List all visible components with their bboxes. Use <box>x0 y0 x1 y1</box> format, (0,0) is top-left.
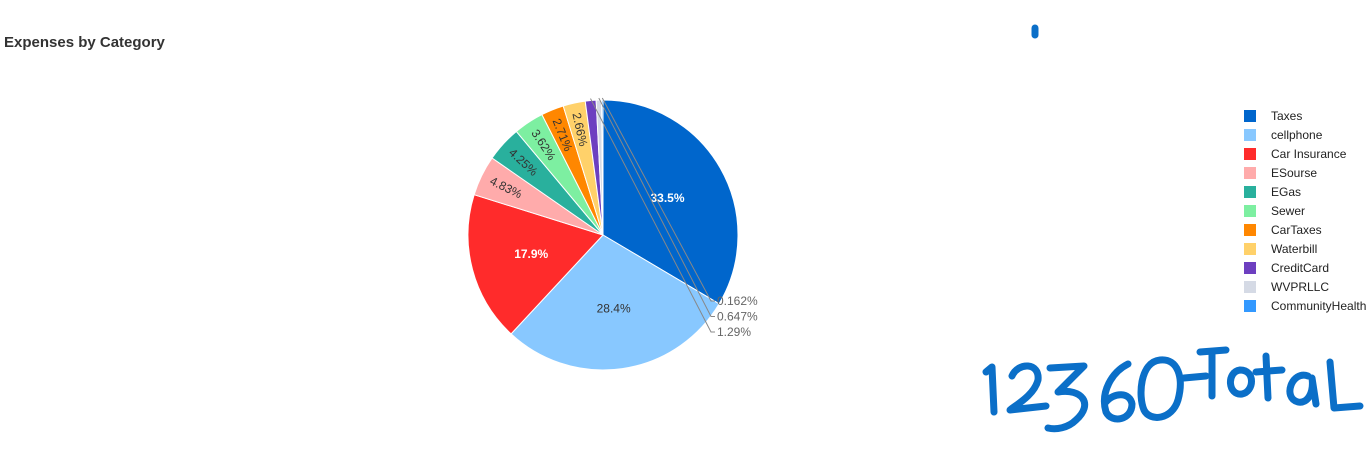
legend-item-cartaxes[interactable]: CarTaxes <box>1244 220 1366 239</box>
legend-item-creditcard[interactable]: CreditCard <box>1244 258 1366 277</box>
legend-label: WVPRLLC <box>1271 279 1330 294</box>
pie-slices <box>467 99 739 371</box>
legend-item-taxes[interactable]: Taxes <box>1244 106 1366 125</box>
leader-line-creditcard <box>590 98 715 333</box>
slice-label-communityhealth: 0.162% <box>717 294 758 308</box>
legend-item-waterbill[interactable]: Waterbill <box>1244 239 1366 258</box>
leader-line-wvprllc <box>598 97 715 317</box>
legend-label: Car Insurance <box>1271 146 1347 161</box>
slice-label-creditcard: 1.29% <box>717 325 751 339</box>
legend-label: cellphone <box>1271 127 1323 142</box>
legend-label: Sewer <box>1271 203 1306 218</box>
leader-line-communityhealth <box>601 97 715 302</box>
legend-swatch <box>1244 299 1256 312</box>
slice-label-cellphone: 28.4% <box>597 301 631 315</box>
legend-swatch <box>1244 147 1256 160</box>
pie-slice-taxes[interactable] <box>602 99 739 305</box>
legend-label: CarTaxes <box>1271 222 1322 237</box>
legend-item-cellphone[interactable]: cellphone <box>1244 125 1366 144</box>
legend-swatch <box>1244 242 1256 255</box>
legend-item-egas[interactable]: EGas <box>1244 182 1366 201</box>
legend-label: ESourse <box>1271 165 1318 180</box>
legend-swatch <box>1244 204 1256 217</box>
chart-title: Expenses by Category <box>4 34 165 51</box>
legend-item-wvprllc[interactable]: WVPRLLC <box>1244 277 1366 296</box>
legend-item-esourse[interactable]: ESourse <box>1244 163 1366 182</box>
pie-slice-cellphone[interactable] <box>510 234 720 371</box>
legend-swatch <box>1244 109 1256 122</box>
legend-label: EGas <box>1271 184 1302 199</box>
legend-swatch <box>1244 185 1256 198</box>
legend-label: CreditCard <box>1271 260 1330 275</box>
legend-item-car-insurance[interactable]: Car Insurance <box>1244 144 1366 163</box>
legend-swatch <box>1244 166 1256 179</box>
slice-label-taxes: 33.5% <box>650 191 684 205</box>
legend-label: CommunityHealth <box>1271 298 1367 313</box>
legend-swatch <box>1244 261 1256 274</box>
legend-item-sewer[interactable]: Sewer <box>1244 201 1366 220</box>
legend-swatch <box>1244 280 1256 293</box>
legend-label: Waterbill <box>1271 241 1318 256</box>
legend-swatch <box>1244 223 1256 236</box>
slice-label-car-insurance: 17.9% <box>514 247 548 261</box>
slice-label-wvprllc: 0.647% <box>717 310 758 324</box>
legend-swatch <box>1244 128 1256 141</box>
pie-slice-car-insurance[interactable] <box>467 194 604 335</box>
legend-item-communityhealth[interactable]: CommunityHealth <box>1244 296 1366 315</box>
legend-label: Taxes <box>1271 108 1303 123</box>
legend: Taxes cellphone Car Insurance ESourse EGas Se… <box>1244 106 1366 315</box>
